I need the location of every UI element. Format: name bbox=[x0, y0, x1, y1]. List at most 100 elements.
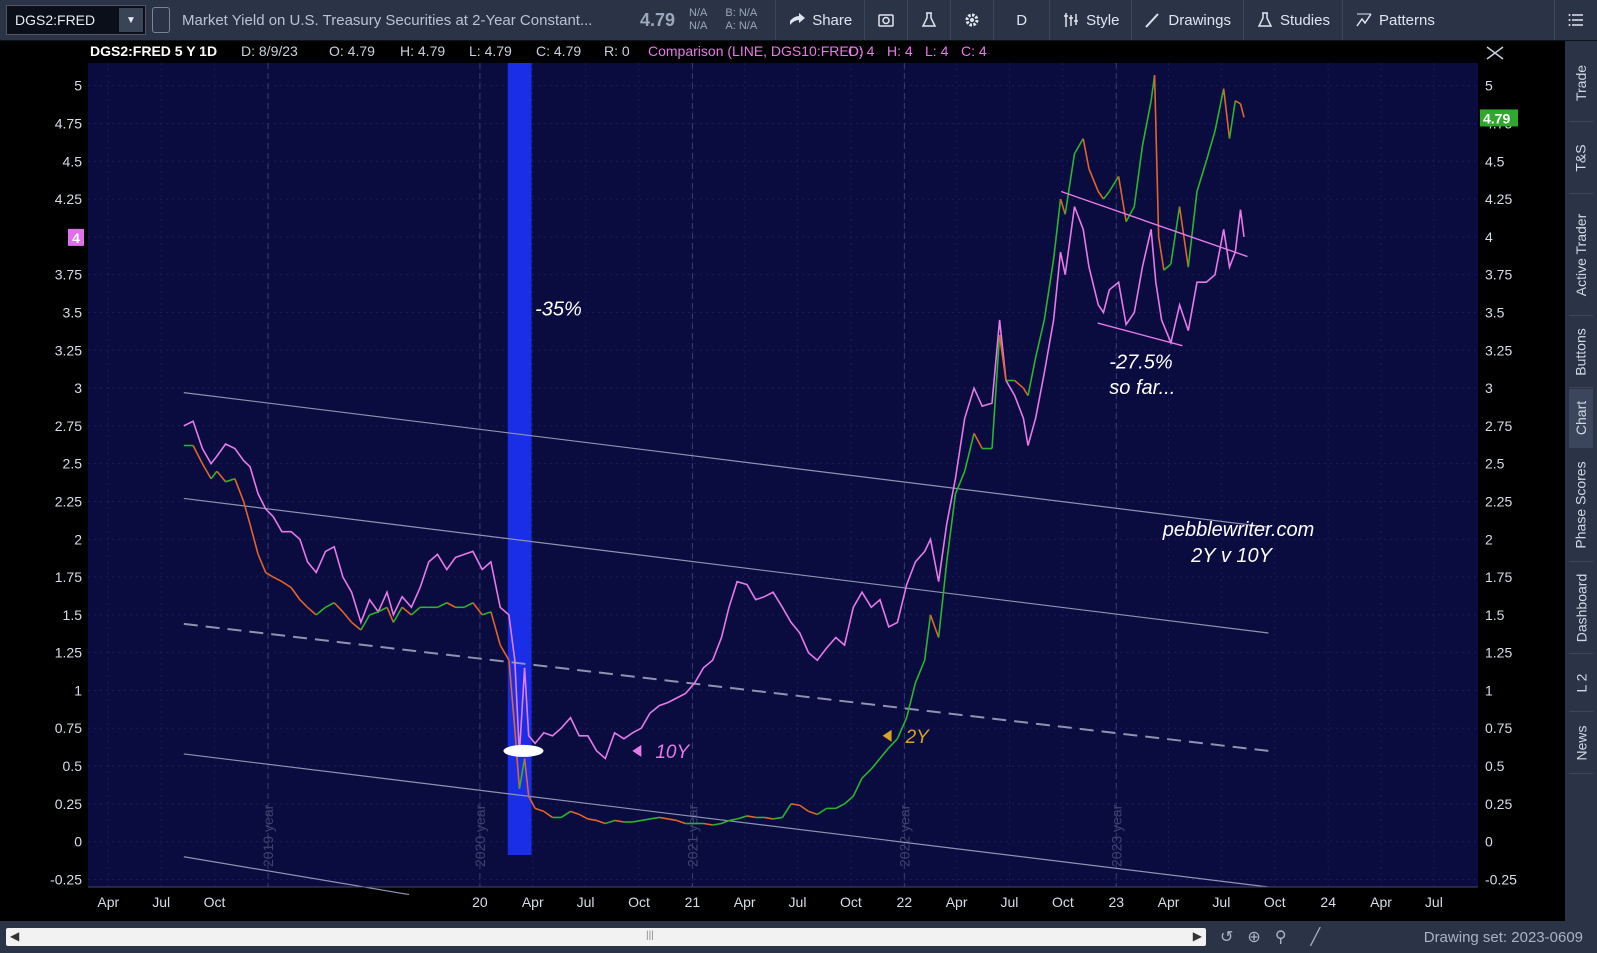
sidebar-tab-label: Buttons bbox=[1573, 328, 1590, 376]
drawing-line-icon[interactable]: ╱ bbox=[1310, 929, 1321, 946]
series-2y-segment bbox=[1108, 175, 1120, 192]
series-2y-segment bbox=[333, 602, 344, 613]
channel-lines bbox=[183, 392, 1269, 896]
chart-area[interactable]: 2019 year 2020 year 2021 year 2022 year 2023… bbox=[0, 41, 1565, 921]
sidebar-tab-chart[interactable]: Chart bbox=[1569, 389, 1593, 448]
period-button[interactable]: D bbox=[993, 0, 1049, 40]
sidebar-tab-t-s[interactable]: T&S bbox=[1569, 123, 1593, 194]
series-2y-segment bbox=[649, 816, 660, 820]
y-axis-left: 5 4.75 4.5 4.25 4 3.75 3.5 3.25 3 2.75 2.5 2.25 2 1.7… bbox=[50, 78, 82, 888]
snapshot-button[interactable] bbox=[864, 0, 907, 40]
sidebar-tab-dashboard[interactable]: Dashboard bbox=[1569, 563, 1593, 654]
last-price: 4.79 bbox=[640, 9, 676, 30]
series-2y-segment bbox=[1239, 103, 1245, 118]
info-comparison: Comparison (LINE, DGS10:FRED) bbox=[648, 43, 864, 59]
x-tick-label: 23 bbox=[1108, 894, 1124, 910]
x-tick-label: 21 bbox=[685, 894, 701, 910]
ask: A: N/A bbox=[725, 20, 758, 32]
sidebar-tab-news[interactable]: News bbox=[1569, 713, 1593, 774]
sidebar-tab-buttons[interactable]: Buttons bbox=[1569, 317, 1593, 388]
studies-button[interactable]: Studies bbox=[1242, 0, 1342, 40]
sidebar-tab-phase-scores[interactable]: Phase Scores bbox=[1569, 449, 1593, 562]
scroll-right-icon[interactable]: ▶ bbox=[1192, 929, 1202, 943]
gear-icon bbox=[965, 13, 979, 27]
series-2y-segment bbox=[1027, 357, 1037, 396]
series-2y-segment bbox=[513, 728, 521, 789]
sidebar-tab-trade[interactable]: Trade bbox=[1569, 45, 1593, 122]
menu-button[interactable] bbox=[1554, 0, 1597, 40]
series-2y-segment bbox=[1141, 100, 1152, 147]
symbol-dropdown-button[interactable]: ▼ bbox=[119, 8, 143, 32]
series-2y-segment bbox=[781, 803, 792, 818]
zoom-icon[interactable]: ⚲ bbox=[1274, 929, 1287, 946]
horizontal-scrollbar[interactable]: ◀ ||| ▶ bbox=[6, 928, 1206, 946]
series-2y-segment bbox=[386, 606, 395, 623]
series-2y-segment bbox=[534, 807, 545, 813]
info-cmp-close: C: 4 bbox=[961, 43, 987, 59]
series-2y-segment bbox=[773, 816, 783, 820]
style-icon bbox=[1064, 13, 1079, 27]
na-values: N/A N/A bbox=[689, 7, 707, 33]
info-cmp-high: H: 4 bbox=[887, 43, 913, 59]
series-2y-segment bbox=[1214, 88, 1225, 132]
series-2y-segment bbox=[870, 757, 881, 770]
series-2y-segment bbox=[712, 822, 722, 826]
settings-button[interactable] bbox=[950, 0, 993, 40]
style-button[interactable]: Style bbox=[1049, 0, 1131, 40]
link-icon[interactable] bbox=[152, 7, 170, 33]
top-toolbar: DGS2:FRED ▼ Market Yield on U.S. Treasur… bbox=[0, 0, 1597, 41]
info-bar: DGS2:FRED 5 Y 1D D: 8/9/23 O: 4.79 H: 4.… bbox=[90, 43, 987, 59]
annotations: -35% -27.5% so far... pebblewriter.com 2Y v … bbox=[503, 298, 1314, 763]
series-2y-segment bbox=[1052, 198, 1062, 260]
flask-button[interactable] bbox=[907, 0, 950, 40]
series-2y-segment bbox=[210, 470, 218, 480]
scroll-thumb[interactable]: ||| bbox=[646, 930, 654, 941]
drawings-button[interactable]: Drawings bbox=[1131, 0, 1243, 40]
drawing-set-label[interactable]: Drawing set: 2023-0609 bbox=[1423, 928, 1583, 946]
y-tick-label-left: 0.25 bbox=[55, 796, 82, 812]
series-2y-segment bbox=[369, 611, 379, 616]
year-markers: 2019 year 2020 year 2021 year 2022 year 2023… bbox=[260, 63, 1124, 887]
y-tick-label-left: 2.25 bbox=[55, 493, 82, 509]
series-2y-segment bbox=[234, 478, 245, 502]
x-tick-label: Oct bbox=[204, 894, 226, 910]
series-2y-segment bbox=[342, 611, 353, 623]
symbol-input[interactable]: DGS2:FRED ▼ bbox=[6, 5, 146, 35]
y-tick-label-left: 0 bbox=[74, 834, 82, 850]
x-tick-label: Oct bbox=[1264, 894, 1286, 910]
share-button[interactable]: Share bbox=[775, 0, 864, 40]
scroll-left-icon[interactable]: ◀ bbox=[10, 929, 20, 943]
bottom-toolbar: ◀ ||| ▶ ↺ ⊕ ⚲ ╱ Drawing set: 2023-0609 bbox=[0, 921, 1597, 953]
collapse-icon[interactable] bbox=[1486, 46, 1504, 60]
marker-ellipse bbox=[503, 744, 544, 757]
series-2y-segment bbox=[1097, 191, 1105, 200]
chart-svg[interactable]: 2019 year 2020 year 2021 year 2022 year 2023… bbox=[0, 41, 1565, 921]
x-tick-label: Apr bbox=[97, 894, 119, 910]
y-tick-label-left: -0.25 bbox=[50, 871, 82, 887]
series-2y-segment bbox=[896, 717, 908, 740]
y-tick-label-left: 2.5 bbox=[63, 456, 83, 472]
year-marker-label: 2019 year bbox=[260, 804, 276, 867]
sidebar-tab-label: Trade bbox=[1573, 64, 1589, 102]
series-2y-segment bbox=[991, 335, 1001, 449]
patterns-button[interactable]: Patterns bbox=[1342, 0, 1447, 40]
series-2y-segment bbox=[570, 810, 580, 816]
zoom-reset-icon[interactable]: ↺ bbox=[1220, 929, 1234, 946]
series-2y-segment bbox=[560, 810, 571, 819]
series-2y-segment bbox=[518, 758, 526, 789]
annotation-text: so far... bbox=[1109, 377, 1175, 399]
y-tick-label-right: 4 bbox=[1485, 229, 1493, 245]
crosshair-icon[interactable]: ⊕ bbox=[1247, 929, 1261, 946]
series-2y-segment bbox=[281, 580, 292, 589]
sidebar-tab-l-2[interactable]: L 2 bbox=[1569, 655, 1593, 712]
list-icon bbox=[1568, 14, 1583, 26]
series-2y-segment bbox=[1187, 191, 1198, 268]
comparison-badge-text: 4 bbox=[72, 230, 80, 246]
sidebar-tab-label: News bbox=[1573, 725, 1590, 761]
series-2y-segment bbox=[463, 602, 474, 609]
sidebar-tab-active-trader[interactable]: Active Trader bbox=[1569, 195, 1593, 316]
flask-icon bbox=[922, 12, 937, 27]
series-label-2y-arrow bbox=[882, 729, 892, 742]
pencil-icon bbox=[1145, 13, 1160, 28]
series-2y-segment bbox=[676, 819, 686, 825]
